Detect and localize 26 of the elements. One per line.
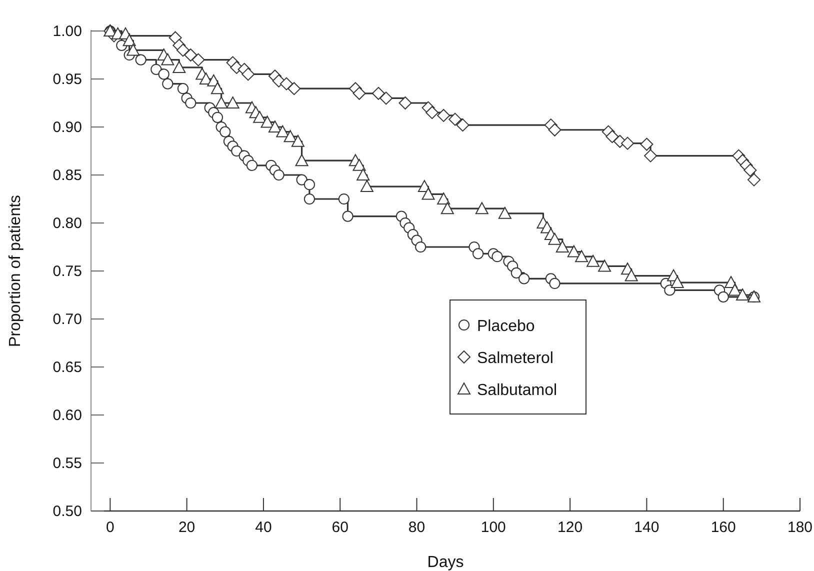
x-tick-label: 20 bbox=[178, 519, 196, 536]
x-tick-label: 80 bbox=[408, 519, 426, 536]
y-tick-label: 0.90 bbox=[52, 119, 82, 136]
y-tick-label: 1.00 bbox=[52, 23, 82, 40]
y-tick-label: 0.80 bbox=[52, 215, 82, 232]
y-tick-label: 0.85 bbox=[52, 167, 82, 184]
y-tick-label: 0.50 bbox=[52, 503, 82, 520]
x-tick-label: 180 bbox=[787, 519, 813, 536]
legend-label: Placebo bbox=[477, 318, 535, 335]
x-tick-label: 60 bbox=[332, 519, 348, 536]
y-axis-title: Proportion of patients bbox=[7, 194, 24, 348]
x-tick-label: 40 bbox=[255, 519, 272, 536]
x-tick-label: 100 bbox=[480, 519, 506, 536]
y-tick-label: 0.60 bbox=[52, 407, 82, 424]
legend-label: Salmeterol bbox=[477, 350, 554, 367]
x-tick-label: 140 bbox=[634, 519, 660, 536]
legend-label: Salbutamol bbox=[477, 382, 558, 399]
x-tick-label: 120 bbox=[558, 519, 583, 536]
x-tick-label: 160 bbox=[710, 519, 736, 536]
x-axis-title: Days bbox=[427, 554, 464, 571]
y-tick-label: 0.65 bbox=[52, 359, 82, 376]
y-tick-label: 0.95 bbox=[52, 71, 82, 88]
y-tick-label: 0.75 bbox=[52, 263, 82, 280]
x-tick-label: 0 bbox=[106, 519, 114, 536]
y-tick-label: 0.70 bbox=[52, 311, 82, 328]
y-tick-label: 0.55 bbox=[52, 455, 82, 472]
